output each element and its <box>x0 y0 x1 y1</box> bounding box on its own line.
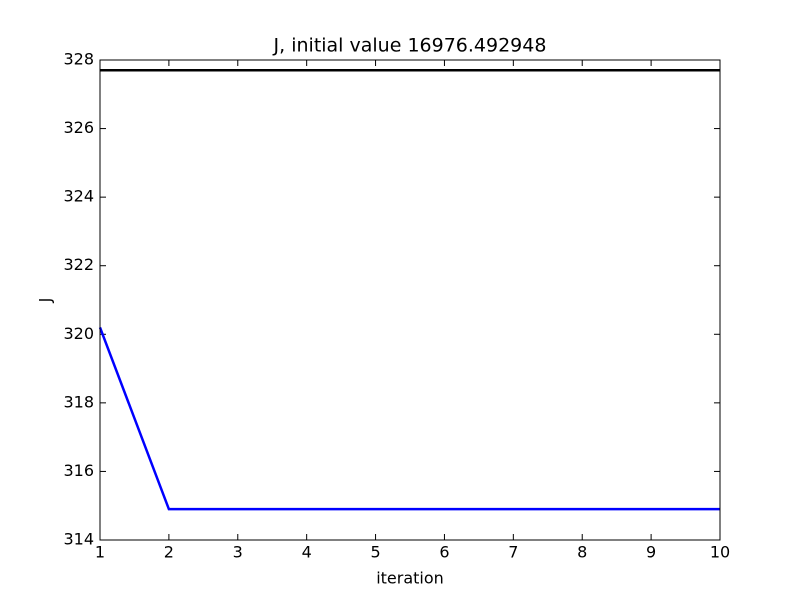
y-tick-label: 316 <box>63 461 94 480</box>
x-tick-label: 4 <box>302 543 312 562</box>
x-tick-label: 1 <box>95 543 105 562</box>
x-tick-label: 7 <box>508 543 518 562</box>
y-tick-label: 322 <box>63 255 94 274</box>
x-tick-label: 9 <box>646 543 656 562</box>
x-axis-label: iteration <box>376 569 444 588</box>
plot-frame <box>99 59 721 541</box>
y-tick-label: 318 <box>63 392 94 411</box>
x-tick-label: 2 <box>164 543 174 562</box>
y-tick-label: 314 <box>63 530 94 549</box>
x-tick-label: 8 <box>577 543 587 562</box>
x-tick-label: 5 <box>370 543 380 562</box>
y-tick-label: 324 <box>63 187 94 206</box>
chart-title: J, initial value 16976.492948 <box>273 35 547 57</box>
y-axis-label: J <box>36 298 55 304</box>
data-line <box>98 326 720 511</box>
y-tick-label: 326 <box>63 118 94 137</box>
x-tick-label: 6 <box>439 543 449 562</box>
y-tick-label: 328 <box>63 50 94 69</box>
x-tick-label: 3 <box>233 543 243 562</box>
x-tick-label: 10 <box>710 543 730 562</box>
y-tick-label: 320 <box>63 324 94 343</box>
